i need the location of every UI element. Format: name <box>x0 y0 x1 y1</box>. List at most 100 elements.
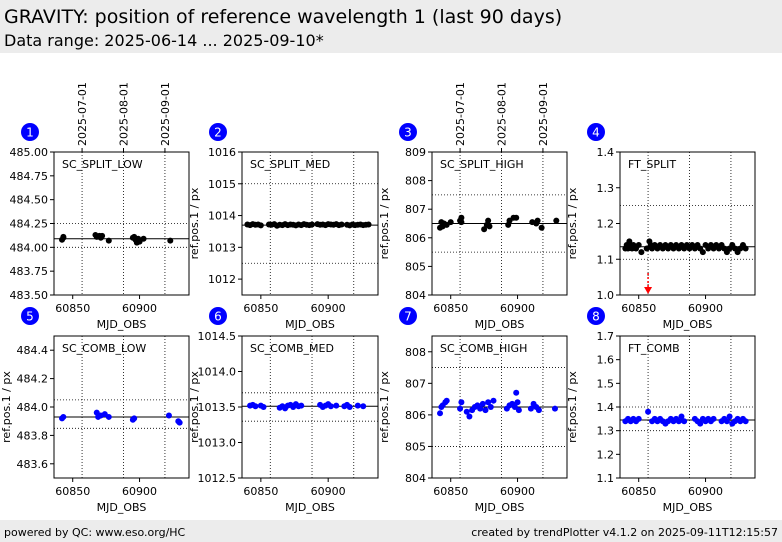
data-point <box>710 415 717 422</box>
panel-number-badge <box>587 307 605 325</box>
panel-number-badge <box>399 307 417 325</box>
data-point <box>515 407 522 414</box>
y-tick-label: 806 <box>405 409 426 422</box>
panel-number: 7 <box>404 310 412 324</box>
data-point <box>482 407 489 414</box>
date-tick-label: 2025-08-01 <box>118 82 131 146</box>
x-tick-label: 60850 <box>433 302 468 315</box>
data-point <box>699 249 706 256</box>
data-point <box>458 214 465 221</box>
panel-number-badge <box>21 307 39 325</box>
page-subtitle: Data range: 2025-06-14 ... 2025-09-10* <box>4 31 324 50</box>
y-tick-label: 1.0 <box>597 289 615 302</box>
y-tick-label: 484.00 <box>10 241 49 254</box>
y-tick-label: 808 <box>405 175 426 188</box>
x-tick-label: 60900 <box>500 302 535 315</box>
y-tick-label: 809 <box>405 146 426 159</box>
data-point <box>105 237 112 244</box>
panel-sc-split-low: 483.50 483.75 484.00 484.25 484.50 484.75 485.… <box>10 82 190 331</box>
x-tick-label: 60850 <box>433 485 468 498</box>
plot-frame <box>241 151 379 296</box>
date-tick-label: 2025-09-01 <box>159 82 172 146</box>
data-point <box>534 217 541 224</box>
data-point <box>726 413 733 420</box>
panel-number-badge <box>21 123 39 141</box>
x-axis-label: MJD_OBS <box>663 318 713 331</box>
data-point <box>327 403 334 410</box>
panel-number: 1 <box>26 126 34 140</box>
x-axis-label: MJD_OBS <box>475 318 525 331</box>
x-axis-label: MJD_OBS <box>285 501 335 514</box>
x-tick-label: 60850 <box>621 485 656 498</box>
x-tick-label: 60900 <box>688 302 723 315</box>
date-tick-label: 2025-07-01 <box>454 82 467 146</box>
panel-sc-split-med: 1012 1013 1014 1015 1016 60850 60900 MJD_OBS ref… <box>188 123 379 331</box>
data-point <box>645 408 652 415</box>
y-tick-label: 1014 <box>208 210 236 223</box>
data-point <box>538 224 545 231</box>
date-tick-label: 2025-07-01 <box>76 82 89 146</box>
y-tick-label: 483.6 <box>17 458 49 471</box>
y-axis-label: ref.pos.1 / px <box>378 371 391 443</box>
data-point <box>457 405 464 412</box>
panel-label: SC_COMB_MED <box>250 342 334 355</box>
panel-number: 2 <box>214 126 222 140</box>
panel-number: 8 <box>592 310 600 324</box>
data-point <box>252 403 259 410</box>
y-tick-label: 1.3 <box>597 425 615 438</box>
y-tick-label: 483.8 <box>17 429 49 442</box>
panel-number-badge <box>399 123 417 141</box>
data-point <box>298 402 305 409</box>
plot-grid: 483.50483.75484.00484.25484.50484.75485.… <box>0 82 756 514</box>
footer-created: created by trendPlotter v4.1.2 on 2025-0… <box>471 526 778 539</box>
x-axis-label: MJD_OBS <box>475 501 525 514</box>
x-axis-label: MJD_OBS <box>97 501 147 514</box>
y-tick-label: 1.5 <box>597 377 615 390</box>
y-tick-label: 807 <box>405 203 426 216</box>
data-point <box>490 397 497 404</box>
plot-frame <box>431 335 568 479</box>
y-tick-label: 484.4 <box>17 344 49 357</box>
y-tick-label: 1013.0 <box>198 437 237 450</box>
y-tick-label: 805 <box>405 260 426 273</box>
date-tick-label: 2025-09-01 <box>537 82 550 146</box>
data-point <box>742 418 749 425</box>
outlier-arrow-head <box>644 287 653 294</box>
panel-label: SC_COMB_HIGH <box>440 342 527 355</box>
data-point <box>354 402 361 409</box>
data-point <box>167 237 174 244</box>
panel-sc-comb-med: 1012.5 1013.0 1013.5 1014.0 1014.5 60850 60900… <box>188 307 379 514</box>
panel-ft-split: 1.0 1.1 1.2 1.3 1.4 60850 60900 MJD_OBS ref.pos.… <box>566 123 756 331</box>
data-point <box>485 399 492 406</box>
plot-frame <box>431 151 568 296</box>
plot-frame <box>619 151 756 296</box>
y-tick-label: 1013.5 <box>198 401 237 414</box>
y-tick-label: 805 <box>405 440 426 453</box>
y-axis-label: ref.pos.1 / px <box>566 371 579 443</box>
data-point <box>479 400 486 407</box>
data-point <box>140 235 147 242</box>
data-point <box>486 223 493 230</box>
panel-label: FT_SPLIT <box>628 158 676 171</box>
data-point <box>458 399 465 406</box>
panel-number-badge <box>209 123 227 141</box>
data-point <box>487 404 494 410</box>
data-point <box>309 221 316 228</box>
panel-label: FT_COMB <box>628 342 680 355</box>
data-point <box>678 413 685 420</box>
footer-bar: powered by QC: www.eso.org/HC created by… <box>0 520 782 542</box>
y-tick-label: 1.2 <box>597 448 615 461</box>
data-point <box>513 214 520 221</box>
x-tick-label: 60900 <box>122 302 157 315</box>
data-point <box>485 217 492 224</box>
data-point <box>176 419 183 426</box>
x-tick-label: 60850 <box>621 302 656 315</box>
y-tick-label: 1.1 <box>597 253 615 266</box>
data-point <box>260 404 267 410</box>
panel-label: SC_SPLIT_HIGH <box>440 158 524 171</box>
x-tick-label: 60850 <box>243 302 278 315</box>
data-point <box>511 404 518 410</box>
y-tick-label: 483.75 <box>10 265 49 278</box>
y-tick-label: 1.7 <box>597 330 615 343</box>
